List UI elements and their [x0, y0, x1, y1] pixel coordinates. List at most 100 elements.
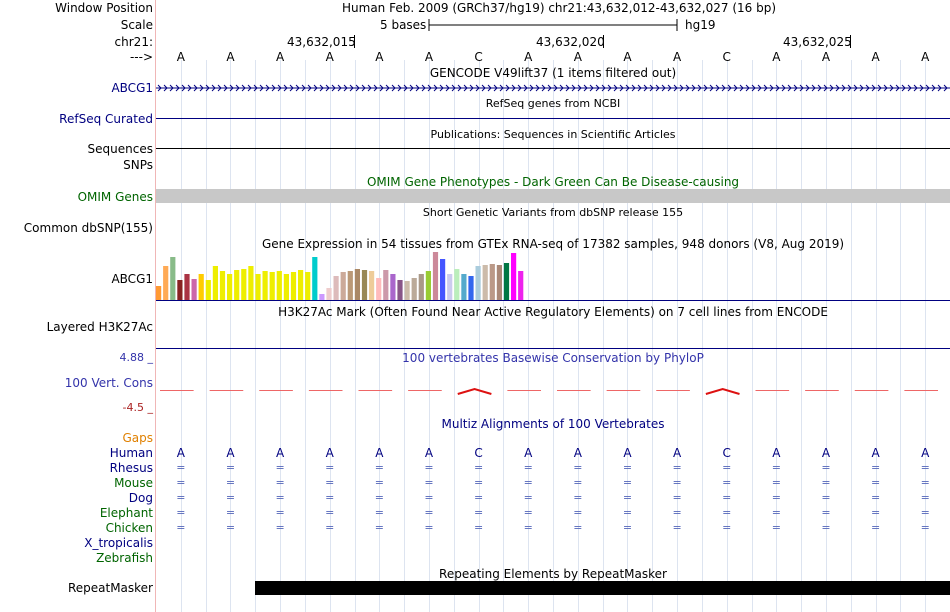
alignment-match-dog: = [870, 491, 881, 504]
strand-chevron [451, 84, 456, 92]
position-tick-1: 43,632,015 [287, 35, 356, 49]
strand-chevron [823, 84, 828, 92]
alignment-match-mouse: = [424, 476, 434, 489]
strand-chevron [793, 84, 798, 92]
alignment-match-dog: = [672, 491, 682, 504]
strand-chevron [769, 84, 774, 92]
strand-chevron [415, 84, 420, 92]
gtex-gene-label[interactable]: ABCG1 [111, 272, 153, 286]
gtex-tissue-bar [404, 281, 410, 300]
base-letter: A [375, 50, 384, 64]
refseq-track-title[interactable]: RefSeq genes from NCBI [485, 97, 621, 110]
strand-chevron [535, 84, 540, 92]
human-base: A [921, 446, 930, 460]
strand-chevron [565, 84, 570, 92]
strand-chevron [403, 84, 408, 92]
gencode-gene-feature[interactable] [156, 81, 950, 95]
strand-chevron [529, 84, 534, 92]
snps-label[interactable]: SNPs [123, 158, 153, 172]
alignment-match-rhesus: = [176, 461, 186, 474]
phylop-signal[interactable] [156, 380, 950, 400]
gtex-tissue-bar [397, 280, 403, 300]
gtex-tissue-bar [489, 264, 495, 300]
species-xtropicalis-label: X_tropicalis [84, 536, 153, 550]
repeatmasker-element[interactable] [255, 581, 950, 595]
position-tick-2: 43,632,020 [536, 35, 605, 49]
strand-chevron [391, 84, 396, 92]
alignment-match-elephant: = [275, 506, 285, 519]
alignment-match-rhesus: = [225, 461, 236, 474]
human-base: C [474, 446, 483, 460]
strand-chevron [499, 84, 504, 92]
alignment-match-mouse: = [225, 476, 236, 489]
strand-chevron [883, 84, 888, 92]
strand-arrow-label[interactable]: ---> [129, 50, 153, 64]
gaps-label: Gaps [122, 431, 153, 445]
alignment-match-rhesus: = [473, 461, 484, 474]
phylop-label[interactable]: 100 Vert. Cons [64, 376, 153, 390]
track-label-column: Window Position Scale chr21: ---> ABCG1 … [0, 0, 156, 612]
strand-chevron [283, 84, 288, 92]
gtex-tissue-bar [361, 270, 368, 300]
sequences-label[interactable]: Sequences [87, 142, 153, 156]
omim-genes-label[interactable]: OMIM Genes [77, 190, 153, 204]
publications-track-title[interactable]: Publications: Sequences in Scientific Ar… [430, 128, 676, 141]
gtex-bar-chart[interactable] [156, 251, 950, 301]
gtex-tissue-bar [319, 294, 325, 300]
base-letter: A [623, 50, 632, 64]
scale-text: 5 bases [380, 18, 427, 32]
gencode-gene-label[interactable]: ABCG1 [111, 81, 153, 95]
strand-chevron [751, 84, 756, 92]
position-tick-mark [603, 35, 604, 48]
h3k27ac-track-title[interactable]: H3K27Ac Mark (Often Found Near Active Re… [278, 305, 828, 319]
alignment-match-dog: = [722, 491, 732, 504]
alignment-match-chicken: = [225, 521, 236, 534]
omim-track-title[interactable]: OMIM Gene Phenotypes - Dark Green Can Be… [366, 175, 740, 189]
strand-chevron [895, 84, 900, 92]
gtex-track-title[interactable]: Gene Expression in 54 tissues from GTEx … [261, 237, 845, 251]
gencode-track-title[interactable]: GENCODE V49lift37 (1 items filtered out) [429, 66, 677, 80]
phylop-track-title[interactable]: 100 vertebrates Basewise Conservation by… [402, 351, 704, 365]
human-base: A [375, 446, 384, 460]
refseq-curated-label[interactable]: RefSeq Curated [59, 112, 153, 126]
base-letter: A [325, 50, 334, 64]
strand-chevron [373, 84, 378, 92]
gtex-tissue-bar [184, 274, 190, 300]
gtex-tissue-bar [347, 271, 353, 300]
strand-chevron [817, 84, 822, 92]
strand-chevron [805, 84, 810, 92]
dbsnp-track-title[interactable]: Short Genetic Variants from dbSNP releas… [422, 206, 684, 219]
dbsnp-label[interactable]: Common dbSNP(155) [23, 221, 153, 235]
multiz-track-title[interactable]: Multiz Alignments of 100 Vertebrates [441, 417, 665, 431]
position-text: Human Feb. 2009 (GRCh37/hg19) chr21:43,6… [342, 1, 777, 15]
strand-chevron [919, 84, 924, 92]
gtex-tissue-bar [503, 263, 510, 300]
strand-chevron [607, 84, 612, 92]
strand-chevron [835, 84, 840, 92]
strand-chevron [925, 84, 930, 92]
refseq-gene-line[interactable] [156, 118, 950, 119]
strand-chevron [295, 84, 300, 92]
omim-gene-bar[interactable] [156, 189, 950, 203]
repeatmasker-label[interactable]: RepeatMasker [67, 581, 153, 595]
strand-chevron [157, 84, 162, 92]
strand-chevron [697, 84, 702, 92]
strand-chevron [877, 84, 882, 92]
repeatmasker-track-title[interactable]: Repeating Elements by RepeatMasker [439, 567, 667, 581]
strand-chevron [547, 84, 552, 92]
h3k27ac-label[interactable]: Layered H3K27Ac [46, 320, 153, 334]
base-letter: A [672, 50, 682, 64]
track-data-area[interactable]: Human Feb. 2009 (GRCh37/hg19) chr21:43,6… [156, 0, 950, 612]
alignment-match-chicken: = [821, 521, 831, 534]
strand-chevron [601, 84, 606, 92]
strand-chevron [859, 84, 864, 92]
gtex-tissue-bar [219, 271, 226, 300]
species-chicken-label: Chicken [105, 521, 153, 535]
human-base: A [672, 446, 682, 460]
strand-chevron [613, 84, 618, 92]
human-base: A [573, 446, 582, 460]
phylop-max-label: 4.88 _ [119, 351, 154, 364]
strand-chevron [289, 84, 294, 92]
alignment-match-mouse: = [275, 476, 285, 489]
strand-chevron [301, 84, 306, 92]
